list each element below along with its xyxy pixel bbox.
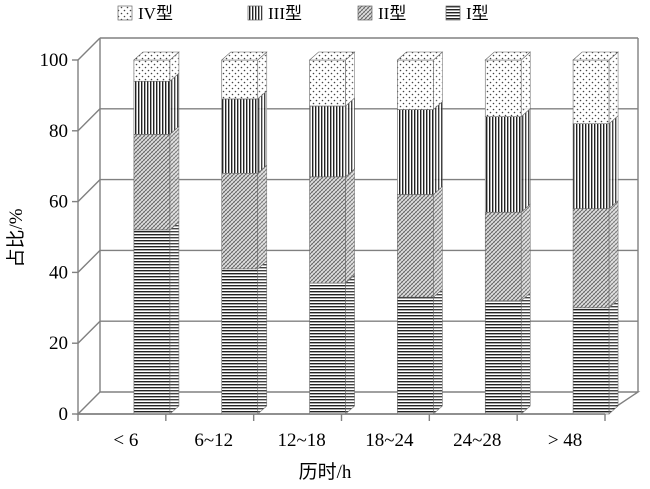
y-axis: 0 20 40 60 80 100 xyxy=(40,50,79,425)
legend-label: II型 xyxy=(378,4,406,23)
gridline-side xyxy=(77,249,101,273)
bar-segment xyxy=(309,59,346,107)
bar-segment xyxy=(309,105,346,178)
legend-entry: I型 xyxy=(445,4,489,23)
bar-segment-side xyxy=(520,107,531,213)
bar-segment-side xyxy=(345,51,355,107)
bar-segment-side xyxy=(520,292,531,415)
y-axis-label: 占比/% xyxy=(5,208,27,267)
legend-swatch xyxy=(117,5,133,21)
x-tick-label: > 48 xyxy=(548,430,582,451)
x-tick-label: 6~12 xyxy=(194,430,233,451)
bar-segment xyxy=(133,59,171,82)
bar-stack xyxy=(484,51,532,415)
bar-top xyxy=(308,51,356,61)
x-axis: < 6 6~12 12~18 18~24 24~28 > 48 xyxy=(77,413,606,451)
bar-segment-side xyxy=(433,288,443,415)
bar-top xyxy=(220,51,268,61)
grid-lines xyxy=(77,37,638,344)
bar-segment-side xyxy=(433,100,443,196)
legend-entry: III型 xyxy=(247,4,302,23)
y-tick-label: 60 xyxy=(49,192,68,213)
bar-segment-side xyxy=(608,115,619,210)
bar-segment xyxy=(397,194,434,298)
gridline-side xyxy=(77,37,101,61)
x-tick-label: 12~18 xyxy=(277,430,325,451)
bar-segment xyxy=(309,176,346,284)
bar-segment-side xyxy=(608,200,619,309)
bar-segment xyxy=(221,59,259,100)
y-tick-label: 0 xyxy=(59,404,69,425)
bar-segment xyxy=(484,59,522,117)
bar-segment-side xyxy=(169,72,180,136)
legend-entry: IV型 xyxy=(117,4,173,23)
bar-top xyxy=(484,51,532,61)
legend: IV型 III型 II型 I型 xyxy=(117,4,489,23)
bar-segment xyxy=(133,229,171,415)
x-tick-label: < 6 xyxy=(113,430,138,451)
bar-segment xyxy=(221,268,259,415)
bar-segment-side xyxy=(433,51,443,111)
bar-segment xyxy=(133,80,171,135)
bar-segment-side xyxy=(520,51,531,118)
bar-segment-side xyxy=(257,260,268,415)
bar-stack xyxy=(308,51,356,415)
legend-swatch xyxy=(357,5,373,21)
x-axis-label: 历时/h xyxy=(299,461,352,483)
bar-segment xyxy=(133,134,171,231)
legend-label: III型 xyxy=(268,4,302,23)
bar-segment xyxy=(221,98,259,174)
x-tick-label: 18~24 xyxy=(365,430,414,451)
bar-top xyxy=(396,51,444,61)
bar-segment xyxy=(397,296,434,415)
y-tick-label: 20 xyxy=(49,333,68,354)
bar-segment-side xyxy=(345,168,355,284)
y-tick-label: 40 xyxy=(49,262,68,283)
bar-segment-side xyxy=(257,164,268,270)
legend-swatch xyxy=(445,5,461,21)
x-tick-label: 24~28 xyxy=(453,430,501,451)
legend-label: I型 xyxy=(466,4,489,23)
bar-segment-side xyxy=(257,90,268,174)
bar-stack xyxy=(220,51,268,415)
bar-segment-side xyxy=(433,185,443,298)
bar-segment xyxy=(572,123,610,209)
y-tick-label: 80 xyxy=(49,121,68,142)
bar-stack xyxy=(133,51,180,415)
bar-segment-side xyxy=(345,274,355,415)
bar-segment-side xyxy=(608,299,619,415)
bars xyxy=(133,51,619,415)
bar-segment xyxy=(221,172,259,270)
bar-segment-side xyxy=(520,203,531,302)
bar-segment xyxy=(309,282,346,415)
bar-top xyxy=(133,51,180,61)
bar-segment xyxy=(572,59,610,125)
bar-segment-side xyxy=(345,97,355,178)
bar-segment xyxy=(397,59,434,110)
bar-segment xyxy=(484,116,522,213)
bar-segment xyxy=(484,300,522,415)
bar-segment-side xyxy=(608,51,619,125)
gridline-side xyxy=(77,320,101,344)
legend-label: IV型 xyxy=(138,4,173,23)
bar-segment xyxy=(484,211,522,302)
legend-swatch xyxy=(247,5,263,21)
legend-entry: II型 xyxy=(357,4,406,23)
bar-segment-side xyxy=(169,125,180,231)
bar-segment xyxy=(397,109,434,195)
bar-top xyxy=(572,51,619,61)
gridline-side xyxy=(77,108,101,132)
bar-segment-side xyxy=(169,221,180,415)
y-tick-label: 100 xyxy=(40,50,69,71)
bar-segment xyxy=(572,208,610,309)
bar-segment xyxy=(572,307,610,415)
bar-stack xyxy=(396,51,444,415)
gridline-side xyxy=(77,179,101,203)
bar-stack xyxy=(572,51,619,415)
